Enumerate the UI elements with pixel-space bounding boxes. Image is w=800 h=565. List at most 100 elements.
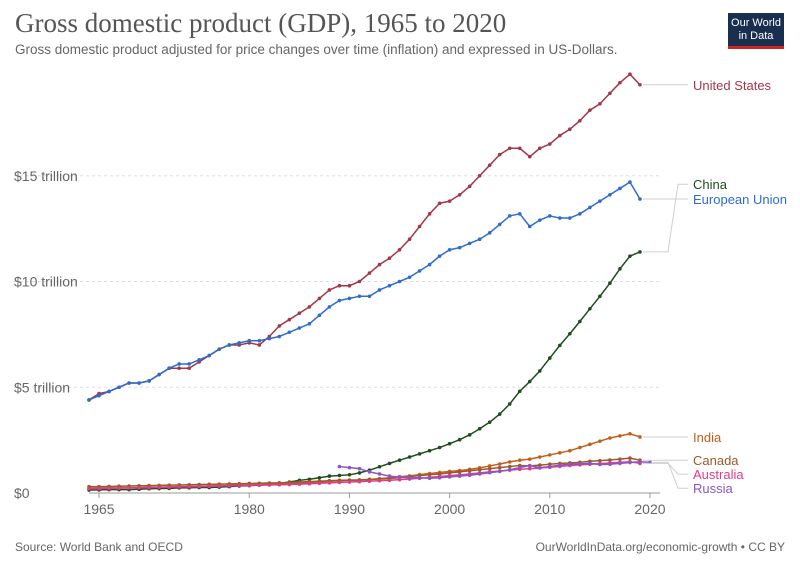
leader-line-australia <box>642 462 688 475</box>
point-china-1988 <box>327 474 332 478</box>
point-united-states-2008 <box>527 154 532 159</box>
point-canada-2018 <box>628 456 632 460</box>
point-india-2011 <box>558 451 562 455</box>
point-china-2014 <box>588 306 592 311</box>
point-china-1993 <box>377 464 382 469</box>
point-china-2003 <box>477 426 482 431</box>
point-canada-2002 <box>467 468 472 473</box>
point-australia-1968 <box>127 486 131 490</box>
point-russia-2011 <box>558 463 562 467</box>
point-european-union-1989 <box>337 298 342 303</box>
series-china <box>87 250 642 492</box>
point-united-states-2016 <box>608 91 612 96</box>
point-canada-2004 <box>487 466 492 471</box>
point-russia-1990 <box>347 465 352 470</box>
point-united-states-2004 <box>487 163 492 167</box>
logo-line-2: in Data <box>738 30 774 42</box>
point-united-states-1986 <box>307 305 312 309</box>
point-russia-2014 <box>588 461 592 466</box>
point-european-union-2008 <box>527 224 532 229</box>
point-european-union-2005 <box>497 222 502 227</box>
point-united-states-2019 <box>638 83 642 87</box>
point-united-states-1990 <box>347 283 352 288</box>
point-european-union-1967 <box>117 385 121 390</box>
point-china-1996 <box>407 455 412 459</box>
point-china-2009 <box>537 369 542 373</box>
point-russia-2008 <box>527 463 532 468</box>
point-russia-2012 <box>568 462 572 467</box>
point-russia-1992 <box>367 470 372 474</box>
point-australia-1979 <box>237 483 242 488</box>
point-australia-1975 <box>197 484 201 489</box>
point-russia-2004 <box>487 470 492 475</box>
point-australia-1974 <box>187 484 191 489</box>
series-united-states <box>87 72 642 402</box>
point-european-union-1969 <box>137 381 141 385</box>
point-russia-2007 <box>517 465 522 470</box>
point-china-1987 <box>317 475 322 480</box>
series-label-china: China <box>693 177 728 192</box>
point-india-2015 <box>598 439 602 443</box>
point-australia-1977 <box>217 484 222 488</box>
series-label-australia: Australia <box>693 467 744 482</box>
point-canada-2016 <box>608 458 612 462</box>
y-axis-ticks: $0 $5 trillion $10 trillion $15 trillion <box>14 168 78 501</box>
point-european-union-2015 <box>598 199 602 203</box>
point-russia-1991 <box>357 466 362 471</box>
point-russia-1999 <box>437 475 442 480</box>
point-russia-1997 <box>417 475 422 480</box>
x-tick-label-0: 1965 <box>83 501 114 517</box>
point-united-states-2012 <box>568 127 572 132</box>
series-line-european-union <box>88 181 641 401</box>
point-australia-1995 <box>397 477 402 482</box>
point-russia-2017 <box>618 461 622 466</box>
source-link[interactable]: OurWorldInData.org/economic-growth <box>535 540 738 554</box>
point-canada-2005 <box>497 465 502 470</box>
point-european-union-2002 <box>467 241 472 246</box>
point-united-states-2014 <box>588 108 592 112</box>
chart-subtitle: Gross domestic product adjusted for pric… <box>15 42 618 57</box>
point-united-states-1985 <box>297 311 302 316</box>
point-canada-2015 <box>598 458 602 463</box>
point-european-union-2018 <box>628 180 632 184</box>
point-australia-1992 <box>367 479 372 483</box>
point-european-union-1997 <box>417 269 422 273</box>
point-australia-1978 <box>227 484 232 488</box>
point-india-2006 <box>507 460 512 464</box>
x-tick-label-1: 1980 <box>234 501 265 517</box>
point-european-union-1970 <box>147 379 151 383</box>
point-australia-1986 <box>307 481 312 486</box>
point-european-union-1993 <box>377 288 382 292</box>
point-united-states-2011 <box>558 133 562 138</box>
point-united-states-1987 <box>317 296 322 301</box>
point-china-1990 <box>347 473 352 477</box>
point-united-states-2006 <box>507 146 512 151</box>
point-european-union-2007 <box>517 212 522 216</box>
point-australia-1966 <box>107 486 111 491</box>
point-united-states-1992 <box>367 271 372 275</box>
point-european-union-2011 <box>558 216 562 220</box>
y-tick-label-2: $10 trillion <box>14 274 78 290</box>
point-australia-1983 <box>277 482 282 487</box>
point-european-union-1968 <box>127 381 131 385</box>
owid-logo[interactable]: Our World in Data <box>728 13 784 49</box>
series-line-canada <box>89 457 641 488</box>
point-china-2005 <box>497 412 502 416</box>
point-india-2018 <box>628 431 632 436</box>
series-lines <box>87 72 652 492</box>
x-tick-label-5: 2020 <box>634 501 665 517</box>
point-united-states-1999 <box>437 201 442 206</box>
point-canada-2003 <box>477 467 482 472</box>
x-axis: 1965 1980 1990 2000 2010 2020 <box>83 492 666 517</box>
point-european-union-1994 <box>387 283 392 288</box>
point-china-1998 <box>427 448 432 453</box>
point-russia-2018 <box>628 460 632 465</box>
point-india-2005 <box>497 462 502 466</box>
point-australia-1985 <box>297 482 302 486</box>
point-australia-1982 <box>267 483 272 487</box>
point-china-2001 <box>457 437 462 442</box>
point-china-2007 <box>517 389 522 394</box>
point-china-1991 <box>357 471 362 475</box>
point-russia-2002 <box>467 473 472 478</box>
